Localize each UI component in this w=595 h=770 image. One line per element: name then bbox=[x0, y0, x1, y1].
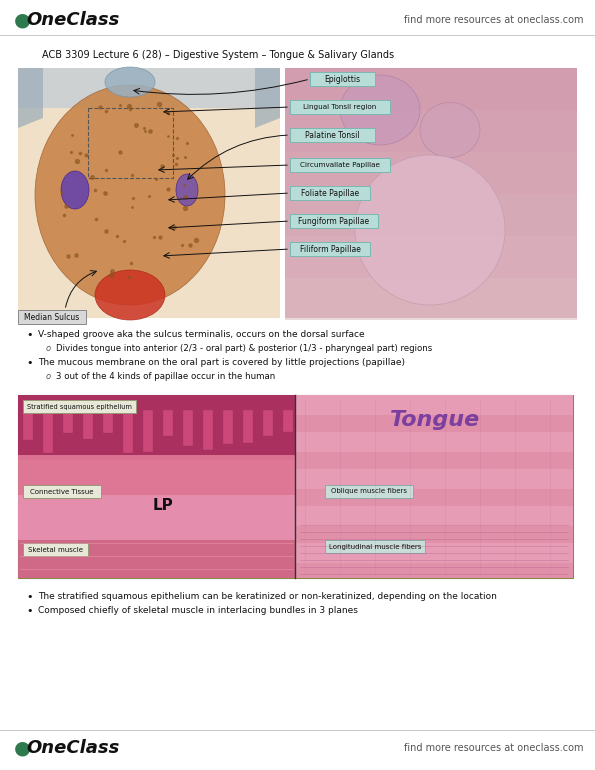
Bar bbox=[63, 410, 73, 434]
FancyBboxPatch shape bbox=[290, 242, 370, 256]
Text: Palatine Tonsil: Palatine Tonsil bbox=[305, 130, 360, 139]
Bar bbox=[295, 395, 573, 415]
Ellipse shape bbox=[35, 85, 225, 305]
Bar bbox=[18, 455, 295, 540]
Text: OneClass: OneClass bbox=[26, 11, 120, 29]
Text: OneClass: OneClass bbox=[26, 739, 120, 757]
Bar bbox=[295, 506, 573, 526]
Text: Epiglottis: Epiglottis bbox=[324, 75, 361, 83]
Ellipse shape bbox=[105, 67, 155, 97]
Text: Skeletal muscle: Skeletal muscle bbox=[28, 547, 83, 553]
Text: Foliate Papillae: Foliate Papillae bbox=[301, 189, 359, 197]
Text: Circumvallate Papillae: Circumvallate Papillae bbox=[300, 162, 380, 168]
Bar bbox=[18, 395, 573, 578]
Bar bbox=[285, 278, 577, 320]
FancyBboxPatch shape bbox=[18, 310, 86, 324]
Ellipse shape bbox=[340, 75, 420, 145]
FancyBboxPatch shape bbox=[23, 543, 88, 556]
Text: Longitudinal muscle fibers: Longitudinal muscle fibers bbox=[329, 544, 421, 550]
Text: Stratified squamous epithelium: Stratified squamous epithelium bbox=[27, 403, 132, 410]
Bar bbox=[243, 410, 253, 444]
Bar bbox=[103, 410, 113, 433]
Text: Lingual Tonsil region: Lingual Tonsil region bbox=[303, 104, 377, 110]
Text: •: • bbox=[27, 592, 33, 602]
FancyBboxPatch shape bbox=[325, 485, 413, 498]
FancyBboxPatch shape bbox=[325, 540, 425, 553]
Bar bbox=[285, 152, 577, 194]
Ellipse shape bbox=[61, 171, 89, 209]
Text: The stratified squamous epithelium can be keratinized or non-keratinized, depend: The stratified squamous epithelium can b… bbox=[38, 592, 497, 601]
Bar bbox=[295, 543, 573, 563]
Bar bbox=[123, 410, 133, 453]
Polygon shape bbox=[255, 68, 280, 128]
Bar bbox=[285, 68, 577, 110]
Text: Composed chiefly of skeletal muscle in interlacing bundles in 3 planes: Composed chiefly of skeletal muscle in i… bbox=[38, 606, 358, 615]
Text: Median Sulcus: Median Sulcus bbox=[24, 313, 80, 322]
Bar bbox=[295, 469, 573, 489]
FancyBboxPatch shape bbox=[23, 400, 136, 413]
Polygon shape bbox=[18, 68, 43, 128]
FancyBboxPatch shape bbox=[310, 72, 375, 86]
FancyBboxPatch shape bbox=[23, 485, 101, 498]
Text: ACB 3309 Lecture 6 (28) – Digestive System – Tongue & Salivary Glands: ACB 3309 Lecture 6 (28) – Digestive Syst… bbox=[42, 50, 394, 60]
Bar bbox=[163, 410, 173, 437]
Ellipse shape bbox=[420, 102, 480, 158]
Text: •: • bbox=[27, 606, 33, 616]
FancyBboxPatch shape bbox=[290, 128, 375, 142]
Bar bbox=[285, 236, 577, 278]
Text: find more resources at oneclass.com: find more resources at oneclass.com bbox=[403, 15, 583, 25]
Bar bbox=[18, 68, 280, 318]
Text: o: o bbox=[45, 344, 51, 353]
Text: LP: LP bbox=[153, 497, 173, 513]
Text: Tongue: Tongue bbox=[390, 410, 480, 430]
Bar bbox=[18, 395, 295, 460]
Text: Fungiform Papillae: Fungiform Papillae bbox=[299, 216, 369, 226]
Ellipse shape bbox=[176, 174, 198, 206]
Bar bbox=[223, 410, 233, 444]
Bar bbox=[295, 395, 573, 578]
Bar bbox=[283, 410, 293, 432]
Bar bbox=[143, 410, 153, 452]
Text: 3 out of the 4 kinds of papillae occur in the human: 3 out of the 4 kinds of papillae occur i… bbox=[56, 372, 275, 381]
Bar bbox=[263, 410, 273, 436]
Ellipse shape bbox=[95, 270, 165, 320]
Text: •: • bbox=[27, 330, 33, 340]
Text: The mucous membrane on the oral part is covered by little projections (papillae): The mucous membrane on the oral part is … bbox=[38, 358, 405, 367]
FancyBboxPatch shape bbox=[290, 100, 390, 114]
FancyBboxPatch shape bbox=[290, 214, 378, 228]
Bar bbox=[203, 410, 213, 450]
Text: Connective Tissue: Connective Tissue bbox=[30, 488, 94, 494]
Bar bbox=[295, 432, 573, 452]
Bar bbox=[285, 68, 577, 318]
Text: Oblique muscle fibers: Oblique muscle fibers bbox=[331, 488, 407, 494]
Bar bbox=[183, 410, 193, 447]
Bar bbox=[18, 495, 295, 540]
Text: Filiform Papillae: Filiform Papillae bbox=[299, 245, 361, 253]
FancyBboxPatch shape bbox=[290, 186, 370, 200]
Text: V-shaped groove aka the sulcus terminalis, occurs on the dorsal surface: V-shaped groove aka the sulcus terminali… bbox=[38, 330, 365, 339]
Text: •: • bbox=[27, 358, 33, 368]
Ellipse shape bbox=[355, 155, 505, 305]
Bar bbox=[285, 194, 577, 236]
Text: ●: ● bbox=[14, 738, 31, 758]
Text: o: o bbox=[45, 372, 51, 381]
Bar bbox=[43, 410, 53, 454]
Bar bbox=[285, 110, 577, 152]
Bar bbox=[18, 540, 295, 578]
FancyBboxPatch shape bbox=[290, 158, 390, 172]
Bar bbox=[23, 410, 33, 440]
Text: find more resources at oneclass.com: find more resources at oneclass.com bbox=[403, 743, 583, 753]
Text: Divides tongue into anterior (2/3 - oral part) & posterior (1/3 - pharyngeal par: Divides tongue into anterior (2/3 - oral… bbox=[56, 344, 432, 353]
Bar bbox=[18, 68, 280, 108]
Text: ●: ● bbox=[14, 11, 31, 29]
Bar bbox=[83, 410, 93, 439]
